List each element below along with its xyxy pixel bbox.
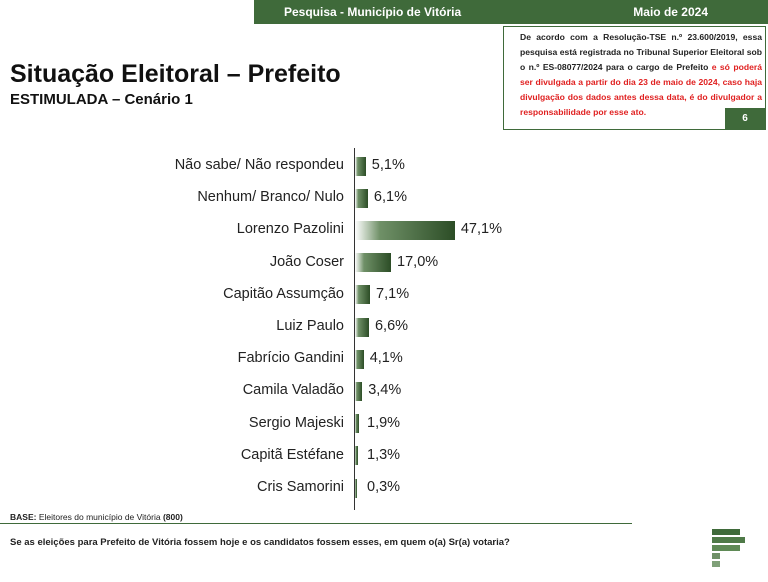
base-note: BASE: Eleitores do município de Vitória … — [10, 512, 183, 522]
page-title: Situação Eleitoral – Prefeito — [10, 60, 341, 88]
footer-divider — [0, 523, 632, 524]
top-banner: Pesquisa - Município de Vitória Maio de … — [254, 0, 768, 24]
value-label: 0,3% — [367, 479, 401, 495]
category-label: Nenhum/ Branco/ Nulo — [197, 189, 344, 206]
value-label: 6,1% — [373, 189, 407, 206]
survey-question: Se as eleições para Prefeito de Vitória … — [10, 537, 510, 548]
value-label: 47,1% — [460, 221, 502, 238]
category-label: Luiz Paulo — [276, 318, 344, 334]
legal-notice-box: De acordo com a Resolução-TSE n.º 23.600… — [503, 26, 766, 130]
value-label: 1,9% — [367, 414, 401, 431]
bar — [355, 478, 357, 498]
base-count: (800) — [162, 512, 183, 522]
page-number: 6 — [725, 108, 765, 129]
value-label: 5,1% — [371, 157, 405, 173]
bar — [355, 381, 363, 401]
category-label: Fabrício Gandini — [237, 350, 344, 367]
base-text: Eleitores do município de Vitória — [38, 512, 161, 522]
category-label: Capitão Assumção — [223, 285, 344, 302]
brand-logo-icon — [712, 529, 745, 567]
category-label: Não sabe/ Não respondeu — [174, 157, 344, 173]
legal-notice-text: De acordo com a Resolução-TSE n.º 23.600… — [520, 30, 762, 120]
category-label: Cris Samorini — [256, 479, 344, 495]
bar — [355, 349, 364, 369]
bar — [355, 446, 358, 466]
category-label: João Coser — [269, 253, 344, 270]
chart-axis-line — [354, 148, 355, 510]
category-label: Lorenzo Pazolini — [236, 221, 344, 238]
bar — [355, 188, 368, 208]
value-label: 4,1% — [369, 350, 403, 367]
value-label: 7,1% — [376, 285, 410, 302]
legal-text-black: De acordo com a Resolução-TSE n.º 23.600… — [520, 32, 762, 72]
category-label: Camila Valadão — [242, 382, 344, 399]
legal-text-red: e só poderá ser divulgada a partir do di… — [520, 62, 762, 117]
bar — [355, 285, 371, 305]
value-label: 17,0% — [397, 253, 439, 270]
page-subtitle: ESTIMULADA – Cenário 1 — [10, 91, 193, 108]
value-label: 6,6% — [374, 318, 409, 334]
category-label: Sergio Majeski — [248, 414, 344, 431]
bar — [355, 156, 366, 176]
bar — [355, 220, 455, 240]
survey-label: Pesquisa - Município de Vitória — [284, 5, 462, 19]
bar — [355, 414, 360, 434]
survey-date: Maio de 2024 — [633, 5, 708, 19]
base-label: BASE: — [10, 512, 37, 522]
value-label: 3,4% — [368, 382, 402, 399]
value-label: 1,3% — [367, 446, 401, 463]
bar — [355, 253, 392, 273]
bar — [355, 317, 369, 337]
category-label: Capitã Estéfane — [240, 446, 344, 463]
